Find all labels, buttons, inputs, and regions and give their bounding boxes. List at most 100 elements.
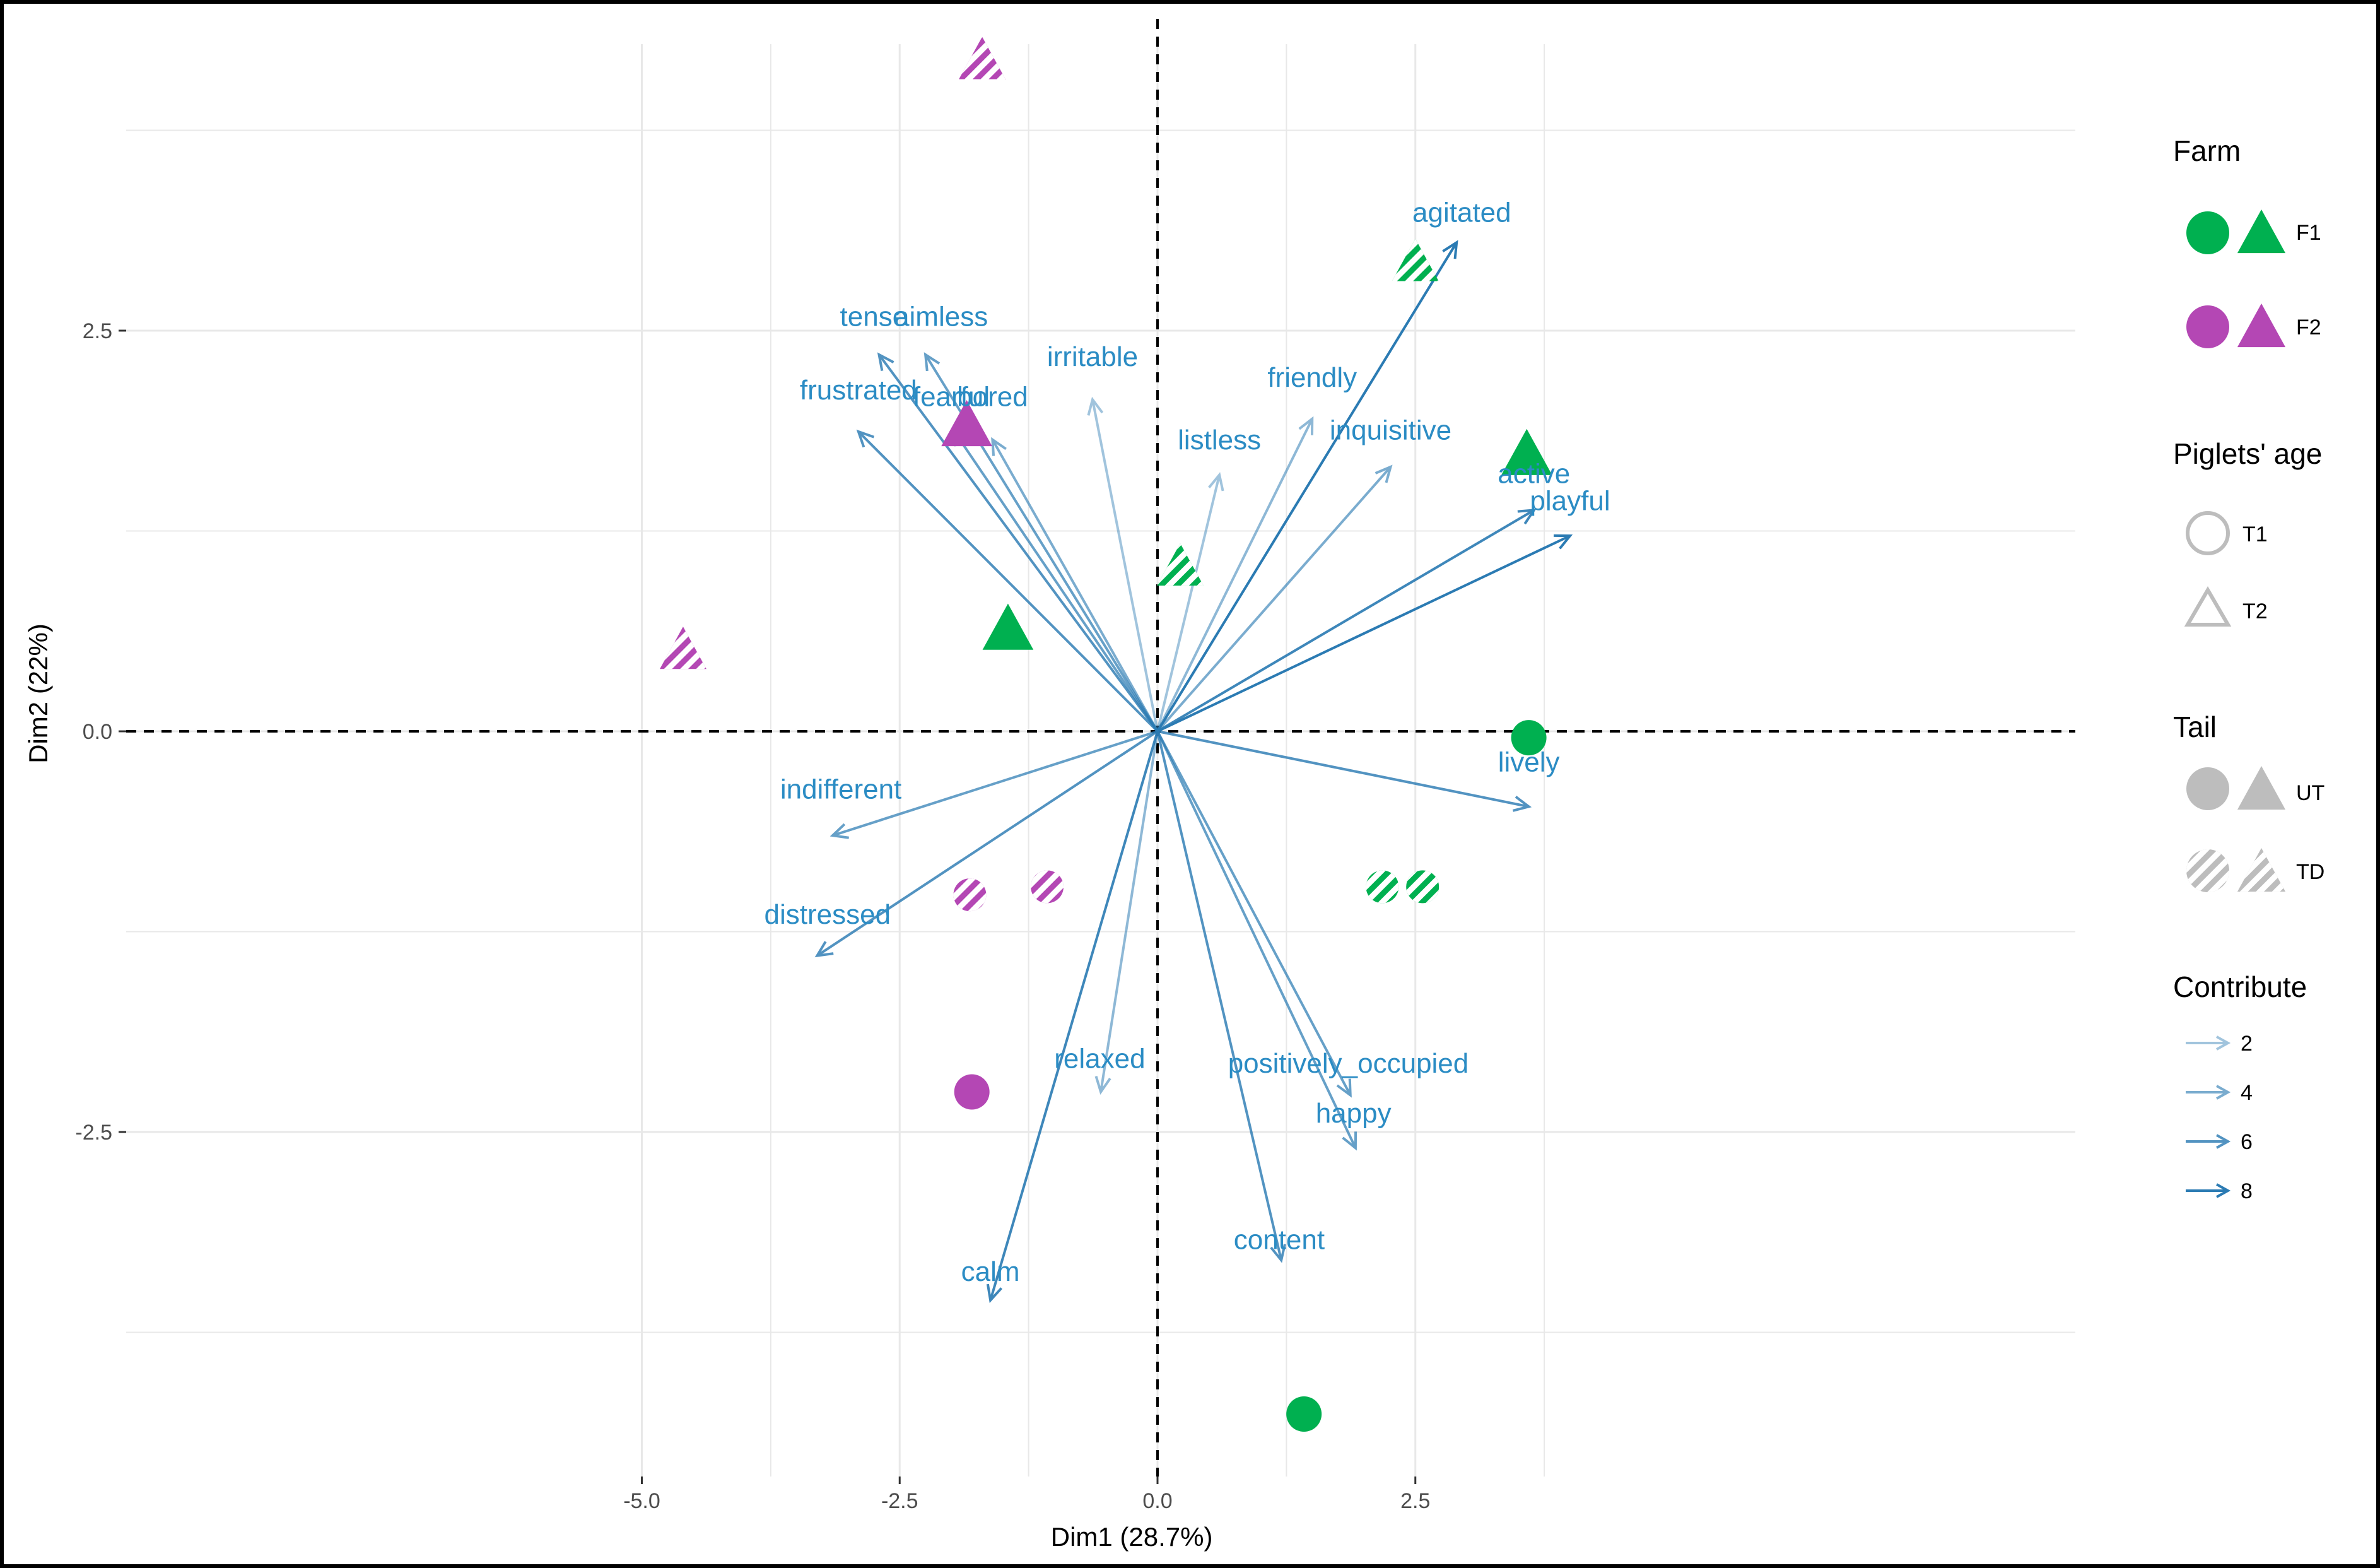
arrow-shaft: [877, 353, 1159, 733]
label-friendly: friendly: [1267, 362, 1357, 393]
y-tick-label: -2.5: [75, 1121, 112, 1145]
label-calm: calm: [961, 1256, 1020, 1287]
label-tense: tense: [840, 301, 908, 332]
y-tick-label: 0.0: [83, 720, 112, 744]
arrow-shaft: [952, 429, 1159, 733]
legend-label-f1: F1: [2296, 221, 2321, 245]
label-listless: listless: [1178, 425, 1261, 456]
label-agitated: agitated: [1412, 197, 1511, 228]
arrow-head: [1087, 396, 1104, 416]
point-f1-t2-ut-3: [982, 603, 1034, 650]
legend-key-contrib-4: [2186, 1085, 2231, 1100]
legend-arrow-head: [2216, 1134, 2231, 1149]
arrow-shaft: [1156, 466, 1392, 733]
legend-arrow-head: [2216, 1035, 2231, 1051]
arrow-shaft: [1157, 730, 1529, 808]
point-body: [2237, 209, 2286, 254]
arrow-head: [986, 1283, 1003, 1304]
point-stripes: [959, 37, 1006, 80]
arrow-irritable: [1087, 396, 1159, 732]
point-body: [2186, 767, 2229, 810]
individual-points: [659, 37, 1552, 1432]
legend-key-contrib-2: [2186, 1035, 2231, 1051]
point-stripes: [1406, 870, 1439, 904]
grid-lines: [126, 44, 2075, 1477]
label-irritable: irritable: [1047, 341, 1138, 372]
arrow-shaft: [1156, 731, 1357, 1149]
label-positively-occupied: positively_occupied: [1228, 1048, 1469, 1079]
legend-title-tail: Tail: [2173, 710, 2217, 743]
point-stripes: [1392, 239, 1439, 281]
point-stripes: [2237, 847, 2286, 892]
arrow-head: [1517, 509, 1537, 525]
arrow-shaft: [816, 730, 1159, 957]
label-bored: bored: [957, 381, 1028, 412]
point-body: [954, 1074, 990, 1110]
legend-key-f2-triangle: [2237, 303, 2286, 348]
legend-label-contrib-2: 2: [2241, 1032, 2253, 1056]
arrow-agitated: [1156, 240, 1458, 733]
arrow-head: [877, 352, 894, 372]
label-relaxed: relaxed: [1054, 1043, 1145, 1074]
arrow-listless: [1156, 472, 1224, 732]
legend-key-contrib-6: [2186, 1134, 2231, 1149]
legend-key-t2-triangle: [2184, 586, 2232, 627]
legend-key-td-circle: [2186, 849, 2229, 892]
label-playful: playful: [1530, 485, 1610, 516]
label-lively: lively: [1498, 747, 1560, 778]
arrow-head: [856, 429, 875, 448]
arrow-playful: [1157, 534, 1573, 733]
arrow-head: [991, 437, 1007, 456]
point-body: [2186, 211, 2229, 254]
arrow-shaft: [1091, 399, 1159, 732]
point-body: [1501, 428, 1552, 475]
arrow-shaft: [1156, 242, 1458, 733]
arrow-shaft: [1099, 731, 1159, 1092]
arrow-inquisitive: [1156, 464, 1393, 733]
point-body: [2237, 765, 2286, 810]
arrow-head: [1442, 240, 1458, 259]
legend-title-contribute: Contribute: [2173, 970, 2307, 1003]
legend-label-contrib-8: 8: [2241, 1179, 2253, 1203]
point-f1-t2-ut-6: [1501, 428, 1552, 475]
point-f2-t1-td-10: [953, 878, 987, 912]
point-f2-t1-ut-12: [954, 1074, 990, 1110]
point-stripes: [1366, 870, 1399, 904]
point-body: [1511, 720, 1547, 756]
x-tick-label: 0.0: [1142, 1489, 1172, 1513]
legend-label-f2: F2: [2296, 315, 2321, 339]
point-f1-t1-td-9: [1406, 870, 1439, 904]
arrow-relaxed: [1094, 731, 1159, 1095]
legend-key-ut-circle: [2186, 767, 2229, 810]
label-indifferent: indifferent: [780, 774, 901, 805]
point-f2-t1-td-11: [1031, 870, 1064, 904]
arrow-head: [1375, 464, 1393, 483]
point-stripes: [1031, 870, 1064, 904]
arrow-head: [1342, 1131, 1357, 1151]
arrow-head: [1512, 796, 1532, 812]
legend-key-f2-circle: [2186, 305, 2229, 348]
arrow-active: [1156, 509, 1537, 733]
reference-lines: [126, 19, 2075, 1477]
legend-key-contrib-8: [2186, 1183, 2231, 1198]
arrow-shaft: [1156, 475, 1221, 732]
arrow-shaft: [1156, 418, 1314, 732]
arrow-friendly: [1156, 416, 1314, 732]
legend-label-contrib-4: 4: [2241, 1081, 2253, 1105]
point-body: [941, 399, 992, 447]
point-body: [1286, 1396, 1322, 1432]
legend-title-farm: Farm: [2173, 134, 2241, 167]
arrow-indifferent: [829, 730, 1158, 839]
arrow-head: [1270, 1244, 1286, 1263]
point-f1-t2-td-5: [1392, 239, 1439, 281]
legend-arrow-head: [2216, 1183, 2231, 1198]
legend-key-f1-circle: [2186, 211, 2229, 254]
point-stripes: [1157, 543, 1204, 586]
arrow-head: [829, 823, 850, 839]
label-inquisitive: inquisitive: [1330, 415, 1451, 446]
arrow-head: [814, 941, 834, 958]
label-fearful: fearful: [913, 381, 990, 412]
point-body: [2237, 303, 2286, 348]
